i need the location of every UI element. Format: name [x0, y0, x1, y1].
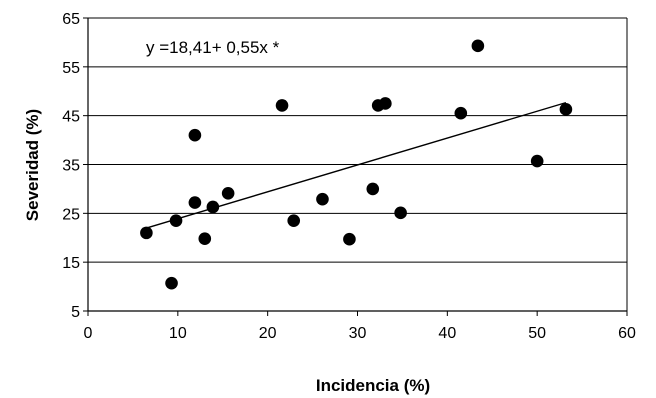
x-tick-label: 0 [84, 325, 93, 342]
y-axis-title: Severidad (%) [23, 109, 42, 221]
data-point [165, 276, 178, 290]
data-point [198, 232, 212, 246]
x-tick-label: 50 [528, 325, 546, 342]
x-tick-label: 40 [438, 325, 456, 342]
y-tick-label: 45 [62, 109, 80, 126]
data-point [316, 192, 329, 206]
data-point [206, 200, 220, 214]
x-axis-title: Incidencia (%) [316, 376, 430, 395]
data-point [188, 128, 202, 142]
x-tick-label: 60 [618, 325, 636, 342]
data-point [454, 106, 468, 120]
data-point [343, 232, 356, 246]
y-tick-label: 55 [62, 60, 80, 77]
regression-equation: y =18,41+ 0,55x * [146, 38, 280, 57]
data-point [140, 226, 153, 240]
tick-labels: 5 15 25 35 45 55 65 0 10 20 30 40 50 60 [62, 11, 636, 342]
data-point [188, 196, 202, 209]
data-points [140, 39, 573, 290]
data-point [379, 97, 392, 110]
y-tick-label: 35 [62, 158, 80, 175]
y-tick-label: 5 [71, 304, 80, 321]
x-tick-label: 10 [169, 325, 187, 342]
data-point [275, 99, 289, 112]
data-point [366, 182, 380, 196]
axes [83, 17, 628, 316]
data-point [471, 39, 485, 53]
data-point [169, 214, 183, 227]
data-point [287, 214, 301, 227]
y-tick-label: 65 [62, 11, 80, 28]
x-tick-label: 20 [259, 325, 277, 342]
y-tick-label: 25 [62, 206, 80, 223]
data-point [394, 206, 407, 220]
data-point [559, 103, 573, 116]
x-tick-label: 30 [349, 325, 367, 342]
y-tick-label: 15 [62, 255, 80, 272]
data-point [530, 154, 544, 168]
data-point [221, 187, 235, 200]
